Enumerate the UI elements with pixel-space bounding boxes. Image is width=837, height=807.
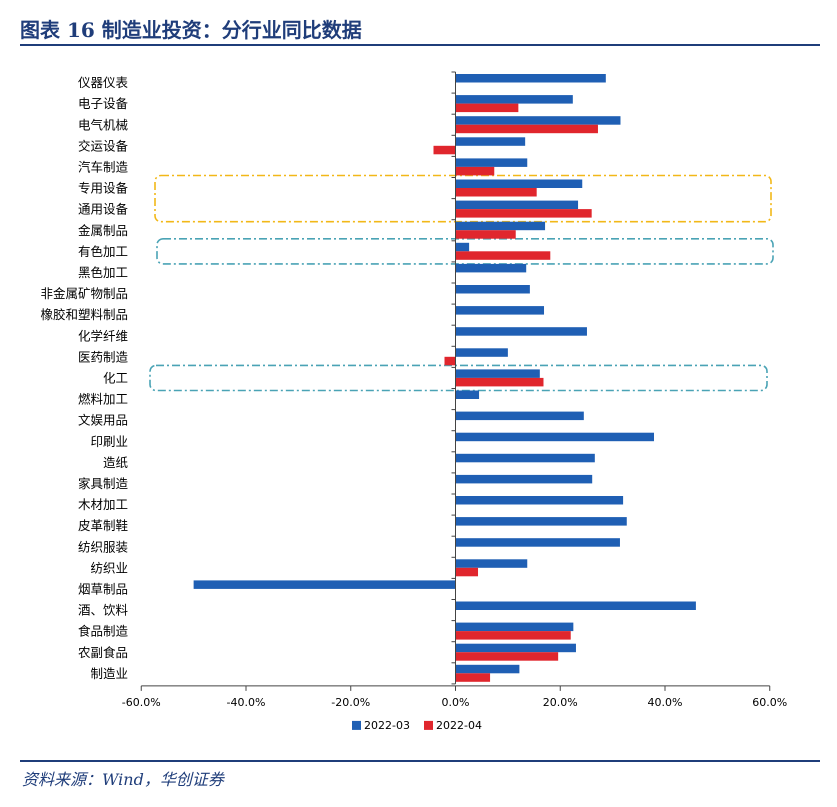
- bar-2022-03-8: [455, 242, 470, 252]
- category-label: 纺织业: [90, 560, 128, 575]
- bar-2022-03-27: [455, 643, 576, 653]
- x-tick-label: 20.0%: [543, 696, 578, 709]
- bar-2022-03-6: [455, 200, 579, 210]
- category-label: 食品制造: [78, 624, 129, 639]
- bar-2022-03-18: [455, 453, 595, 463]
- bar-2022-03-24: [193, 580, 456, 589]
- bar-2022-03-22: [455, 538, 620, 547]
- x-tick-label: 40.0%: [648, 696, 683, 709]
- bar-2022-03-13: [455, 348, 508, 357]
- highlight-boxes: [149, 174, 774, 392]
- category-label: 仪器仪表: [78, 75, 129, 90]
- highlight-box: [154, 174, 772, 223]
- category-label: 化工: [103, 370, 128, 385]
- highlight-box: [156, 238, 774, 265]
- bar-2022-04-26: [455, 631, 571, 640]
- bar-2022-04-3: [433, 145, 456, 155]
- bar-2022-03-11: [455, 306, 545, 315]
- figure-header: 图表 16 制造业投资：分行业同比数据: [20, 10, 820, 44]
- bar-2022-03-16: [455, 411, 584, 421]
- category-label: 木材加工: [78, 497, 128, 512]
- category-label: 汽车制造: [78, 159, 129, 174]
- legend-label: 2022-04: [436, 719, 482, 732]
- category-label: 电子设备: [78, 96, 129, 111]
- bar-2022-03-5: [455, 179, 583, 188]
- x-tick-label: -20.0%: [331, 696, 370, 709]
- bar-2022-03-15: [455, 390, 480, 399]
- source-note: 资料来源：Wind，华创证券: [22, 770, 224, 789]
- bar-chart: -60.0% -40.0% -20.0% 0.0% 20.0% 40.0% 60.0% 仪器…: [40, 71, 787, 732]
- x-tick-label: -60.0%: [122, 696, 161, 709]
- bar-2022-04-27: [455, 652, 559, 661]
- bar-2022-04-13: [444, 356, 456, 366]
- category-label: 家具制造: [78, 476, 129, 491]
- highlight-box: [149, 364, 768, 392]
- category-label: 造纸: [103, 455, 129, 470]
- bar-2022-04-1: [455, 103, 519, 113]
- category-label: 燃料加工: [78, 392, 128, 407]
- category-label: 纺织服装: [78, 539, 128, 554]
- category-label: 非金属矿物制品: [40, 286, 128, 301]
- bar-2022-03-4: [455, 158, 528, 167]
- bar-2022-04-5: [455, 188, 537, 197]
- legend: 2022-03 2022-04: [352, 719, 482, 732]
- category-label: 制造业: [90, 666, 128, 681]
- x-tick-label: -40.0%: [227, 696, 266, 709]
- bar-2022-03-12: [455, 327, 587, 336]
- category-label: 文娱用品: [78, 413, 128, 428]
- category-label: 化学纤维: [78, 328, 128, 343]
- category-label: 印刷业: [90, 434, 128, 449]
- category-label: 有色加工: [78, 244, 128, 259]
- category-label: 农副食品: [78, 645, 128, 660]
- bar-2022-03-25: [455, 601, 696, 610]
- footer-rule: [20, 760, 820, 762]
- category-label: 皮革制鞋: [78, 518, 129, 533]
- bar-2022-03-0: [455, 74, 606, 83]
- bar-2022-04-7: [455, 230, 516, 239]
- x-tick-label: 0.0%: [442, 696, 470, 709]
- category-label: 通用设备: [78, 202, 129, 217]
- category-labels: 仪器仪表电子设备电气机械交运设备汽车制造专用设备通用设备金属制品有色加工黑色加工…: [40, 75, 128, 681]
- axes: -60.0% -40.0% -20.0% 0.0% 20.0% 40.0% 60.0%: [122, 71, 787, 709]
- legend-swatch: [424, 720, 433, 730]
- bar-2022-03-17: [455, 432, 655, 442]
- category-label: 金属制品: [78, 223, 128, 238]
- category-label: 专用设备: [78, 181, 129, 196]
- legend-swatch: [352, 720, 361, 730]
- bar-2022-03-19: [455, 474, 593, 484]
- bar-2022-04-2: [455, 124, 598, 134]
- x-tick-label: 60.0%: [752, 696, 787, 709]
- bar-2022-04-28: [455, 673, 491, 682]
- bar-2022-04-8: [455, 251, 551, 260]
- figure-title: 图表 16 制造业投资：分行业同比数据: [20, 18, 362, 42]
- category-label: 橡胶和塑料制品: [40, 307, 128, 322]
- category-label: 烟草制品: [78, 581, 128, 596]
- category-label: 黑色加工: [78, 265, 128, 280]
- bar-2022-03-14: [455, 369, 540, 378]
- bars: [193, 74, 696, 682]
- bar-2022-03-1: [455, 95, 573, 104]
- category-label: 医药制造: [78, 349, 129, 364]
- bar-2022-04-14: [455, 377, 544, 387]
- category-label: 交运设备: [78, 138, 129, 153]
- category-label: 电气机械: [78, 117, 129, 132]
- bar-2022-03-26: [455, 622, 574, 632]
- bar-2022-03-28: [455, 664, 520, 674]
- bar-2022-04-23: [455, 567, 479, 577]
- bar-2022-03-2: [455, 116, 621, 125]
- bar-2022-03-7: [455, 221, 546, 231]
- category-label: 酒、饮料: [78, 603, 129, 618]
- bar-2022-04-4: [455, 166, 495, 176]
- bar-2022-03-21: [455, 517, 627, 526]
- header-rule: [20, 44, 820, 46]
- bar-2022-03-3: [455, 137, 526, 146]
- legend-label: 2022-03: [364, 719, 410, 732]
- bar-2022-03-23: [455, 559, 528, 568]
- bar-2022-03-9: [455, 263, 527, 273]
- bar-2022-03-20: [455, 496, 624, 505]
- bar-2022-04-6: [455, 209, 592, 218]
- bar-2022-03-10: [455, 285, 530, 294]
